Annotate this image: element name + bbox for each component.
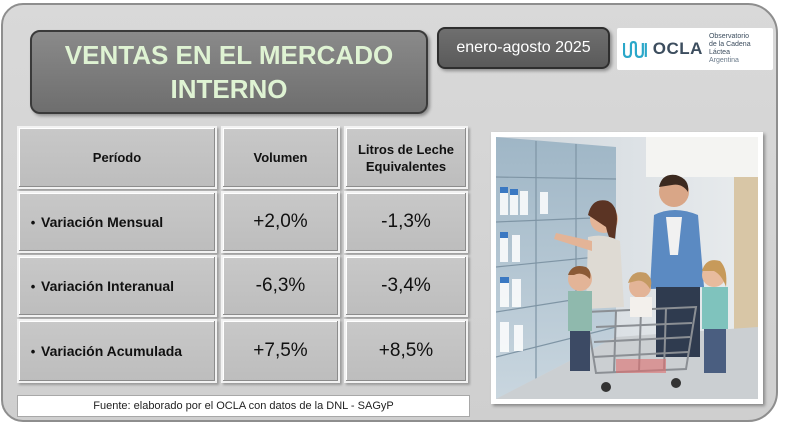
- header-periodo-label: Período: [92, 150, 142, 165]
- row-label-text: Variación Acumulada: [41, 343, 183, 359]
- volumen-value-text: +7,5%: [253, 340, 308, 361]
- volumen-value: +7,5%: [221, 319, 340, 383]
- logo-name: OCLA: [652, 39, 703, 58]
- ocla-wave-icon: [623, 40, 647, 59]
- header-volumen-label: Volumen: [253, 150, 308, 165]
- litros-value-text: -3,4%: [381, 275, 431, 296]
- bullet-icon: •: [30, 214, 36, 230]
- bullet-icon: •: [30, 278, 36, 294]
- header-volumen: Volumen: [221, 126, 340, 189]
- litros-value: +8,5%: [344, 319, 468, 383]
- volumen-value-text: +2,0%: [253, 211, 308, 232]
- logo-line-3: Argentina: [708, 57, 739, 64]
- litros-value-text: +8,5%: [378, 340, 434, 361]
- row-label-text: Variación Mensual: [41, 214, 164, 230]
- litros-value: -3,4%: [344, 255, 468, 317]
- source-text: Fuente: elaborado por el OCLA con datos …: [93, 400, 394, 412]
- header-litros-label: Litros de Leche Equivalentes: [357, 141, 455, 174]
- page-title: VENTAS EN EL MERCADO INTERNO: [30, 30, 428, 114]
- page-title-text: VENTAS EN EL MERCADO INTERNO: [64, 40, 394, 104]
- logo-line-2: de la Cadena Láctea: [708, 41, 751, 56]
- ocla-logo: OCLA Observatorio de la Cadena Láctea Ar…: [617, 28, 773, 70]
- source-note: Fuente: elaborado por el OCLA con datos …: [17, 395, 470, 417]
- logo-line-1: Observatorio: [708, 33, 750, 40]
- family-supermarket-dairy-photo: [491, 132, 763, 404]
- row-label-text: Variación Interanual: [41, 278, 175, 294]
- period-badge: enero-agosto 2025: [437, 27, 610, 69]
- litros-value: -1,3%: [344, 191, 468, 253]
- table-row-label: • Variación Interanual: [17, 255, 217, 317]
- table-row-label: • Variación Acumulada: [17, 319, 217, 383]
- table-row-label: • Variación Mensual: [17, 191, 217, 253]
- volumen-value-text: -6,3%: [255, 275, 306, 296]
- period-text: enero-agosto 2025: [456, 39, 591, 56]
- volumen-value: -6,3%: [221, 255, 340, 317]
- logo-subtitle: Observatorio de la Cadena Láctea Argenti…: [709, 33, 773, 65]
- supermarket-photo-illustration: [496, 137, 758, 399]
- header-litros: Litros de Leche Equivalentes: [344, 126, 468, 189]
- volumen-value: +2,0%: [221, 191, 340, 253]
- header-periodo: Período: [17, 126, 217, 189]
- bullet-icon: •: [30, 343, 36, 359]
- litros-value-text: -1,3%: [381, 211, 431, 232]
